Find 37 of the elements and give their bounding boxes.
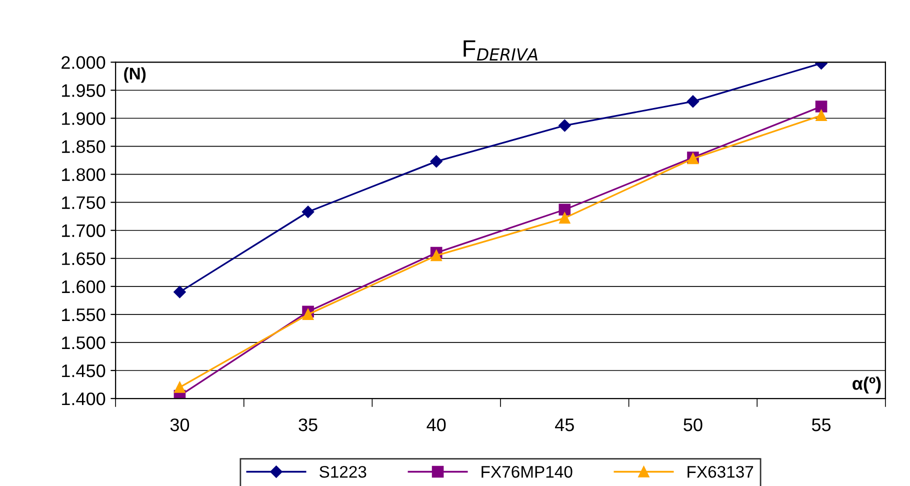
point: [558, 119, 571, 132]
x-tick-label: 30: [170, 418, 190, 432]
point: [302, 206, 314, 218]
point: [174, 286, 186, 298]
point: [558, 204, 571, 216]
legend-label: FX63137: [688, 466, 754, 478]
point: [302, 308, 314, 320]
y-tick-label: 1.500: [62, 336, 106, 350]
x-tick-label: 45: [555, 418, 574, 432]
y-tick-label: 1.600: [62, 280, 106, 294]
annotation: α(º): [852, 376, 881, 394]
point: [174, 382, 186, 393]
y-tick-label: 1.650: [62, 252, 106, 266]
y-tick-label: 1.400: [62, 392, 106, 406]
y-tick-label: 1.900: [62, 112, 106, 125]
chart-title: F$_{DERIVA}$: [464, 40, 538, 60]
x-tick-label: 55: [812, 418, 831, 432]
y-tick-label: 1.800: [62, 168, 106, 182]
point: [815, 100, 828, 112]
point: [559, 212, 570, 224]
legend-label: FX76MP140: [482, 466, 572, 478]
point: [430, 155, 442, 168]
point: [686, 95, 700, 108]
point: [430, 250, 442, 262]
legend-label: S1223: [320, 466, 366, 478]
x-tick-label: 40: [426, 418, 446, 432]
x-tick-label: 35: [298, 418, 318, 432]
y-tick-label: 1.700: [62, 224, 106, 238]
y-tick-label: 1.950: [62, 84, 106, 97]
y-tick-label: 1.550: [62, 308, 106, 322]
point: [816, 110, 827, 122]
annotation: (N): [124, 67, 146, 83]
y-tick-label: 1.750: [62, 196, 106, 210]
y-tick-label: 1.850: [62, 140, 106, 154]
y-tick-label: 1.450: [62, 364, 106, 378]
x-tick-label: 50: [684, 418, 702, 432]
y-tick-label: 2.000: [62, 56, 106, 69]
